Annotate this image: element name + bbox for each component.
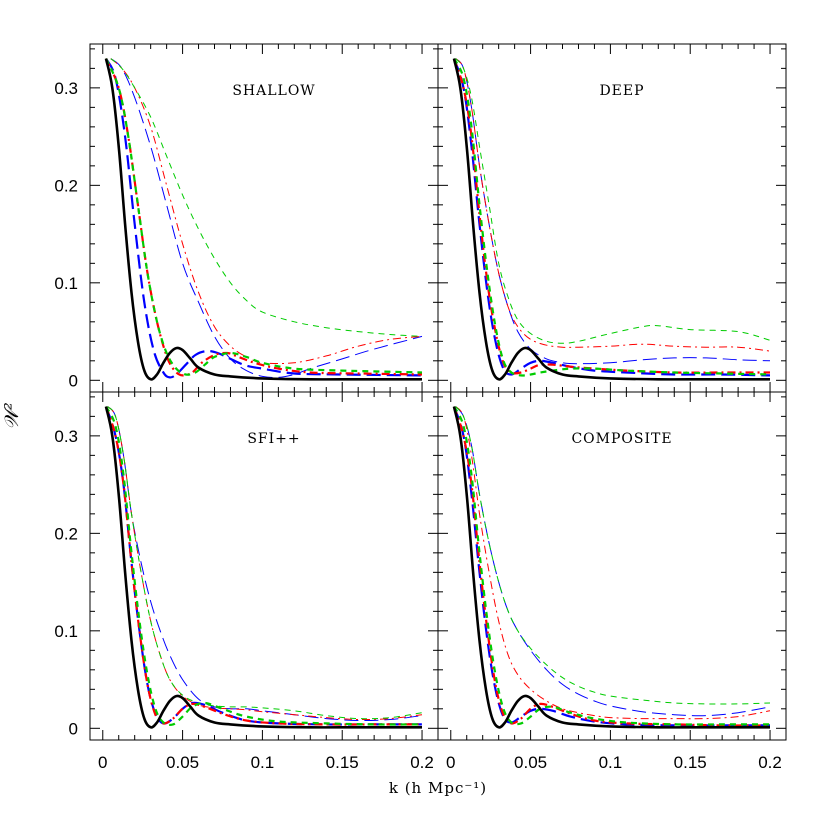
y-tick-label: 0.2 [54,524,78,543]
x-tick-label: 0.2 [758,753,782,772]
x-tick-label: 0.15 [326,753,359,772]
panel-sfi-: 0 0.1 0.2 0.3 0 0.05 0.1 0.15 0.2 SFI++ [54,391,439,772]
curve-red-dashdot-thick [104,58,423,377]
curve-red-dashdot-thin [107,406,423,721]
x-tick-label: 0 [446,753,455,772]
panel-shallow: 0 0.1 0.2 0.3 SHALLOW [54,43,439,393]
panel-title: SHALLOW [232,83,315,99]
x-tick-label: 0.1 [251,753,275,772]
curve-blue-longdash-thick [104,406,422,726]
curve-black-solid [452,58,770,381]
curve-red-dashdot-thick [104,406,422,726]
curve-red-dashdot-thick [452,406,771,727]
x-tick-label: 0 [98,753,107,772]
y-tick-label: 0 [69,719,78,738]
curve-green-dash-thin [455,58,771,344]
panel-title: COMPOSITE [571,431,672,447]
curve-blue-longdash-thick [452,58,771,377]
curves-group [104,406,423,729]
curve-red-dashdot-thin [110,58,423,365]
x-axis-title: k (h Mpc⁻¹) [389,779,487,797]
x-tick-label: 0.05 [514,753,547,772]
x-tick-label: 0.15 [674,753,707,772]
curve-black-solid [104,406,422,729]
panel-title: SFI++ [247,431,300,447]
curve-green-dash-thick [453,58,771,377]
y-tick-label: 0.1 [54,622,78,641]
curve-green-dash-thick [105,406,423,727]
curve-green-dash-thick [104,58,423,376]
x-tick-label: 0.1 [599,753,623,772]
curve-green-dash-thin [455,406,771,705]
curve-green-dash-thick [453,406,770,726]
x-tick-label: 0.2 [410,753,434,772]
curve-red-dashdot-thin [455,406,771,720]
curve-blue-longdash-thin [110,58,423,379]
curve-blue-longdash-thin [455,58,771,365]
curves-group [104,58,423,381]
curves-group [452,406,771,729]
curve-blue-longdash-thick [452,406,770,727]
curve-red-dashdot-thin [455,58,771,352]
panel-title: DEEP [599,83,644,99]
panel-frame [437,391,787,741]
panel-deep: DEEP [437,43,787,393]
curve-black-solid [452,406,770,729]
y-tick-label: 0.2 [54,176,78,195]
x-tick-label: 0.05 [166,753,199,772]
panel-composite: 0 0.05 0.1 0.15 0.2 COMPOSITE [437,391,787,772]
curve-green-dash-thin [107,406,423,720]
y-tick-label: 0.1 [54,274,78,293]
y-axis-title: 𝒲² [1,402,23,430]
y-tick-label: 0.3 [54,427,78,446]
curve-red-dashdot-thick [452,58,770,375]
curve-black-solid [104,58,422,381]
y-tick-label: 0.3 [54,79,78,98]
curve-blue-longdash-thin [107,406,423,722]
y-tick-label: 0 [69,371,78,390]
curve-blue-longdash-thin [455,406,771,717]
curves-group [452,58,771,381]
curve-green-dash-thin [110,58,423,337]
curve-blue-longdash-thick [105,58,423,379]
